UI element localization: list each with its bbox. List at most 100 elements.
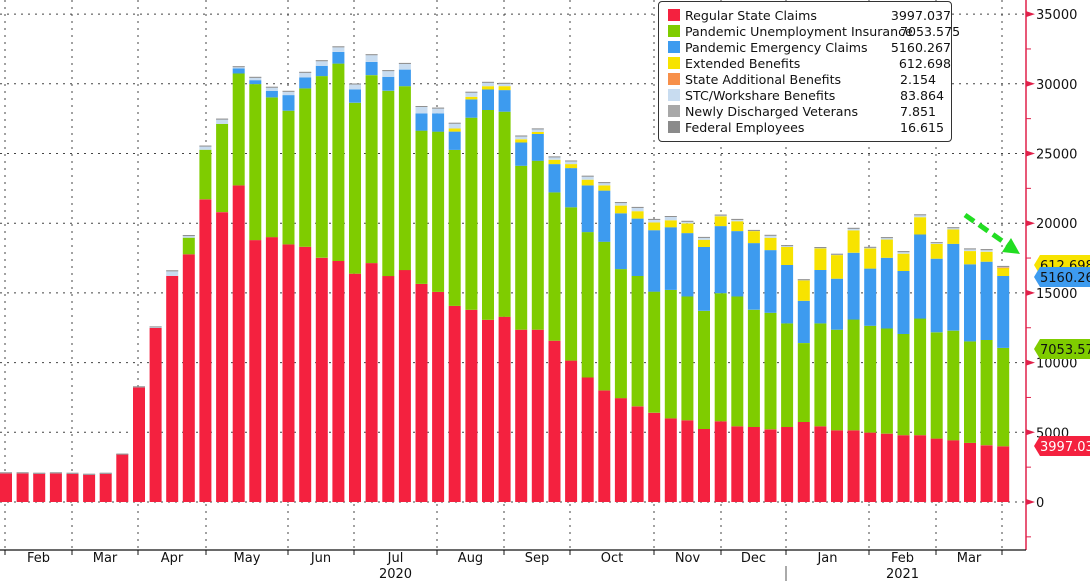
- legend-label: Pandemic Emergency Claims: [685, 39, 868, 55]
- bar-segment-extended-benefits: [714, 216, 727, 227]
- bar-segment-regular-state-claims: [299, 246, 312, 502]
- bar-segment-pandemic-unemployment-insurance: [698, 310, 710, 429]
- trend-arrow: [963, 212, 1020, 254]
- y-tick-label: 35000: [1036, 8, 1077, 23]
- bar-segment-stc-workshare-benefits: [731, 219, 744, 222]
- bar-segment-extended-benefits: [964, 251, 976, 265]
- y-tick-label: 10000: [1036, 357, 1077, 372]
- bar-segment-stc-workshare-benefits: [964, 248, 976, 251]
- bar-segment-pandemic-unemployment-insurance: [664, 290, 677, 419]
- bar-segment-regular-state-claims: [714, 421, 727, 502]
- bar-segment-pandemic-unemployment-insurance: [897, 334, 910, 436]
- bar-segment-pandemic-unemployment-insurance: [914, 318, 927, 436]
- bar-segment-federal-employees: [864, 246, 877, 248]
- bar-segment-extended-benefits: [764, 237, 777, 251]
- bar-segment-pandemic-emergency-claims: [864, 268, 877, 326]
- bar-segment-extended-benefits: [482, 86, 494, 90]
- bar-segment-federal-employees: [149, 326, 162, 328]
- bar-segment-extended-benefits: [947, 229, 960, 244]
- bar-segment-extended-benefits: [681, 223, 694, 234]
- x-tick-label: Feb: [27, 551, 50, 566]
- bar-segment-regular-state-claims: [133, 387, 145, 502]
- bar-segment-pandemic-emergency-claims: [614, 213, 627, 270]
- x-tick-label: Apr: [161, 551, 184, 566]
- bar-segment-pandemic-unemployment-insurance: [714, 293, 727, 422]
- bar-segment-pandemic-emergency-claims: [482, 89, 494, 110]
- bar-segment-pandemic-emergency-claims: [731, 231, 744, 297]
- bar-segment-federal-employees: [265, 86, 278, 88]
- bar-segment-pandemic-emergency-claims: [315, 65, 328, 77]
- bar-segment-regular-state-claims: [398, 270, 411, 502]
- bar-segment-stc-workshare-benefits: [415, 106, 428, 114]
- bar-segment-federal-employees: [99, 472, 112, 474]
- bar-segment-federal-employees: [614, 202, 627, 203]
- bar-segment-regular-state-claims: [33, 473, 46, 502]
- bar-segment-federal-employees: [33, 472, 46, 474]
- bar-segment-pandemic-unemployment-insurance: [598, 241, 611, 391]
- bar-segment-regular-state-claims: [598, 390, 611, 502]
- bar-segment-stc-workshare-benefits: [498, 83, 511, 87]
- bar-segment-pandemic-emergency-claims: [897, 271, 910, 334]
- bar-segment-federal-employees: [349, 83, 361, 85]
- bar-segment-pandemic-unemployment-insurance: [465, 117, 478, 310]
- tick-mark: [1026, 359, 1035, 366]
- legend-item: Extended Benefits 612.698: [668, 55, 951, 71]
- bar-segment-pandemic-emergency-claims: [565, 168, 578, 208]
- legend-item: Pandemic Emergency Claims 5160.267: [668, 39, 951, 55]
- tick-mark: [1026, 80, 1035, 87]
- legend-swatch: [668, 25, 680, 37]
- bar-segment-regular-state-claims: [614, 398, 627, 502]
- bar-segment-federal-employees: [764, 234, 777, 236]
- bar-segment-stc-workshare-benefits: [631, 207, 644, 212]
- value-tag-label: 5160.267: [1040, 271, 1090, 286]
- bar-segment-stc-workshare-benefits: [864, 247, 877, 249]
- value-tag-bg: [1034, 267, 1090, 287]
- bar-segment-stc-workshare-benefits: [398, 63, 411, 70]
- bar-segment-federal-employees: [282, 90, 295, 92]
- legend-label: STC/Workshare Benefits: [685, 87, 836, 103]
- bar-segment-extended-benefits: [631, 211, 644, 219]
- bar-segment-pandemic-emergency-claims: [698, 247, 710, 311]
- bar-segment-stc-workshare-benefits: [781, 245, 794, 247]
- bar-segment-pandemic-unemployment-insurance: [930, 332, 943, 439]
- bar-segment-pandemic-emergency-claims: [448, 131, 461, 150]
- bar-segment-extended-benefits: [781, 247, 794, 265]
- bar-segment-extended-benefits: [797, 280, 810, 301]
- x-axis: Feb Mar Apr May Jun Jul Aug Sep Oct Nov Dec Jan Feb M…: [0, 549, 1026, 581]
- bar-segment-pandemic-unemployment-insurance: [864, 325, 877, 433]
- bar-segment-pandemic-emergency-claims: [947, 243, 960, 331]
- bar-segment-extended-benefits: [880, 239, 893, 258]
- bar-segment-federal-employees: [232, 66, 245, 67]
- bar-segment-extended-benefits: [515, 139, 528, 143]
- y-tick-label: 30000: [1036, 78, 1077, 93]
- bar-segment-stc-workshare-benefits: [880, 237, 893, 240]
- bar-segment-stc-workshare-benefits: [914, 214, 927, 218]
- bar-segment-pandemic-emergency-claims: [598, 190, 611, 242]
- bar-segment-stc-workshare-benefits: [432, 108, 445, 114]
- bar-segment-pandemic-emergency-claims: [398, 69, 411, 87]
- bar-segment-regular-state-claims: [465, 309, 478, 502]
- legend-swatch: [668, 121, 680, 133]
- legend-swatch: [668, 9, 680, 21]
- bar-segment-federal-employees: [83, 473, 96, 475]
- bar-segment-pandemic-unemployment-insurance: [448, 149, 461, 306]
- bar-segment-stc-workshare-benefits: [482, 82, 494, 87]
- bar-segment-pandemic-unemployment-insurance: [415, 130, 428, 284]
- bar-segment-pandemic-unemployment-insurance: [964, 341, 976, 443]
- bar-segment-extended-benefits: [997, 267, 1010, 276]
- legend-value: 16.615: [900, 119, 945, 135]
- bar-segment-stc-workshare-benefits: [681, 221, 694, 224]
- bar-segment-pandemic-emergency-claims: [282, 95, 295, 111]
- bar-segment-extended-benefits: [814, 248, 827, 270]
- bar-segment-pandemic-unemployment-insurance: [365, 75, 378, 264]
- bar-segment-federal-employees: [49, 472, 62, 474]
- value-tag: 3997.037: [1034, 436, 1090, 456]
- bar-segment-stc-workshare-benefits: [598, 182, 611, 186]
- bar-segment-extended-benefits: [930, 243, 943, 259]
- bar-segment-pandemic-unemployment-insurance: [847, 319, 860, 431]
- bar-segment-stc-workshare-benefits: [614, 202, 627, 206]
- bar-segment-regular-state-claims: [831, 430, 843, 502]
- bar-segment-pandemic-emergency-claims: [914, 234, 927, 319]
- bar-segment-pandemic-unemployment-insurance: [831, 329, 843, 431]
- value-tag-bg: [1034, 436, 1090, 456]
